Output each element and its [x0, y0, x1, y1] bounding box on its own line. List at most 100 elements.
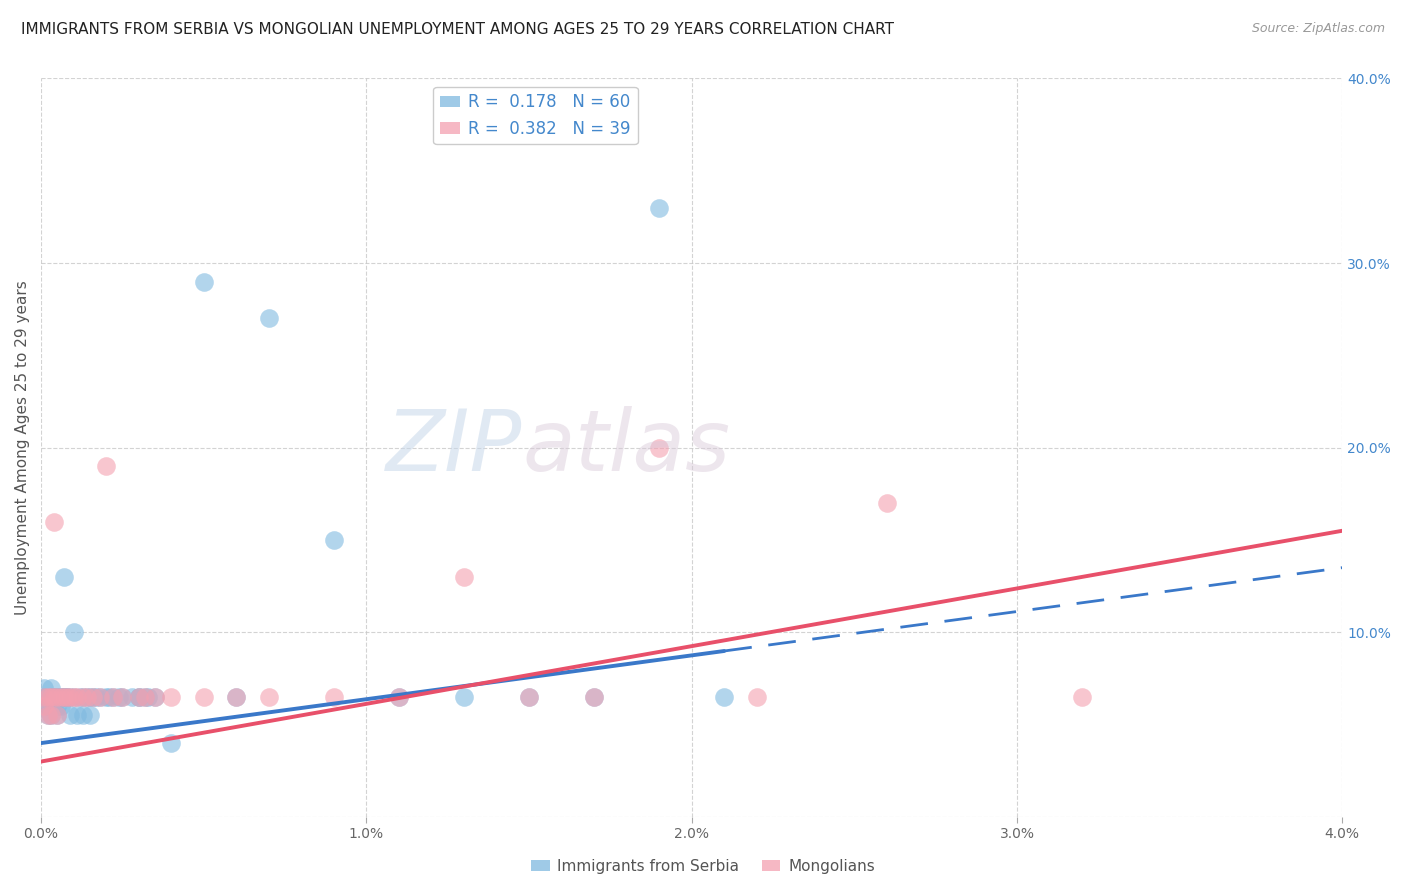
Point [37, 699, 59, 714]
Point [648, 201, 671, 215]
Point [134, 690, 156, 704]
Point [72, 708, 94, 723]
Point [39, 690, 62, 704]
Point [257, 311, 280, 326]
Point [517, 690, 540, 704]
Point [1071, 690, 1094, 704]
Legend: R =  0.178   N = 60, R =  0.382   N = 39: R = 0.178 N = 60, R = 0.382 N = 39 [433, 87, 638, 145]
Point [96, 690, 118, 704]
Point [225, 690, 247, 704]
Point [453, 570, 475, 584]
Text: Source: ZipAtlas.com: Source: ZipAtlas.com [1251, 22, 1385, 36]
Point [193, 275, 215, 289]
Point [49, 690, 72, 704]
Point [111, 690, 134, 704]
Point [79, 690, 101, 704]
Point [713, 690, 735, 704]
Point [37, 690, 59, 704]
Point [225, 690, 247, 704]
Point [876, 496, 898, 510]
Point [39, 708, 62, 723]
Point [89, 690, 111, 704]
Point [62, 690, 84, 704]
Point [89, 690, 111, 704]
Point [257, 690, 280, 704]
Point [49, 690, 72, 704]
Text: ZIP: ZIP [387, 406, 523, 489]
Point [517, 690, 540, 704]
Point [34, 690, 56, 704]
Point [66, 708, 89, 723]
Point [56, 690, 79, 704]
Point [39, 681, 62, 695]
Text: IMMIGRANTS FROM SERBIA VS MONGOLIAN UNEMPLOYMENT AMONG AGES 25 TO 29 YEARS CORRE: IMMIGRANTS FROM SERBIA VS MONGOLIAN UNEM… [21, 22, 894, 37]
Point [583, 690, 606, 704]
Point [322, 690, 344, 704]
Point [86, 690, 108, 704]
Point [72, 690, 94, 704]
Point [52, 690, 75, 704]
Point [121, 690, 143, 704]
Point [46, 690, 69, 704]
Point [143, 690, 166, 704]
Point [52, 690, 75, 704]
Point [49, 699, 72, 714]
Y-axis label: Unemployment Among Ages 25 to 29 years: Unemployment Among Ages 25 to 29 years [15, 280, 30, 615]
Point [322, 533, 344, 547]
Point [39, 699, 62, 714]
Point [46, 690, 69, 704]
Point [59, 708, 82, 723]
Point [98, 690, 121, 704]
Point [138, 690, 160, 704]
Point [160, 690, 183, 704]
Point [79, 708, 101, 723]
Point [82, 690, 104, 704]
Point [66, 690, 89, 704]
Point [56, 690, 79, 704]
Point [42, 690, 65, 704]
Point [42, 699, 65, 714]
Text: atlas: atlas [523, 406, 731, 489]
Point [59, 690, 82, 704]
Point [37, 699, 59, 714]
Point [69, 690, 91, 704]
Point [56, 690, 79, 704]
Point [101, 690, 124, 704]
Point [745, 690, 768, 704]
Point [46, 708, 69, 723]
Point [62, 690, 84, 704]
Point [160, 736, 183, 750]
Point [76, 690, 98, 704]
Point [128, 690, 150, 704]
Point [128, 690, 150, 704]
Point [46, 699, 69, 714]
Point [648, 441, 671, 455]
Point [72, 690, 94, 704]
Point [49, 690, 72, 704]
Point [42, 515, 65, 529]
Point [42, 690, 65, 704]
Point [453, 690, 475, 704]
Point [96, 459, 118, 474]
Point [34, 690, 56, 704]
Point [82, 690, 104, 704]
Point [108, 690, 131, 704]
Point [76, 690, 98, 704]
Point [583, 690, 606, 704]
Legend: Immigrants from Serbia, Mongolians: Immigrants from Serbia, Mongolians [524, 853, 882, 880]
Point [193, 690, 215, 704]
Point [128, 690, 150, 704]
Point [52, 570, 75, 584]
Point [46, 690, 69, 704]
Point [111, 690, 134, 704]
Point [143, 690, 166, 704]
Point [42, 690, 65, 704]
Point [388, 690, 411, 704]
Point [52, 690, 75, 704]
Point [39, 708, 62, 723]
Point [62, 625, 84, 640]
Point [39, 690, 62, 704]
Point [59, 690, 82, 704]
Point [37, 708, 59, 723]
Point [34, 699, 56, 714]
